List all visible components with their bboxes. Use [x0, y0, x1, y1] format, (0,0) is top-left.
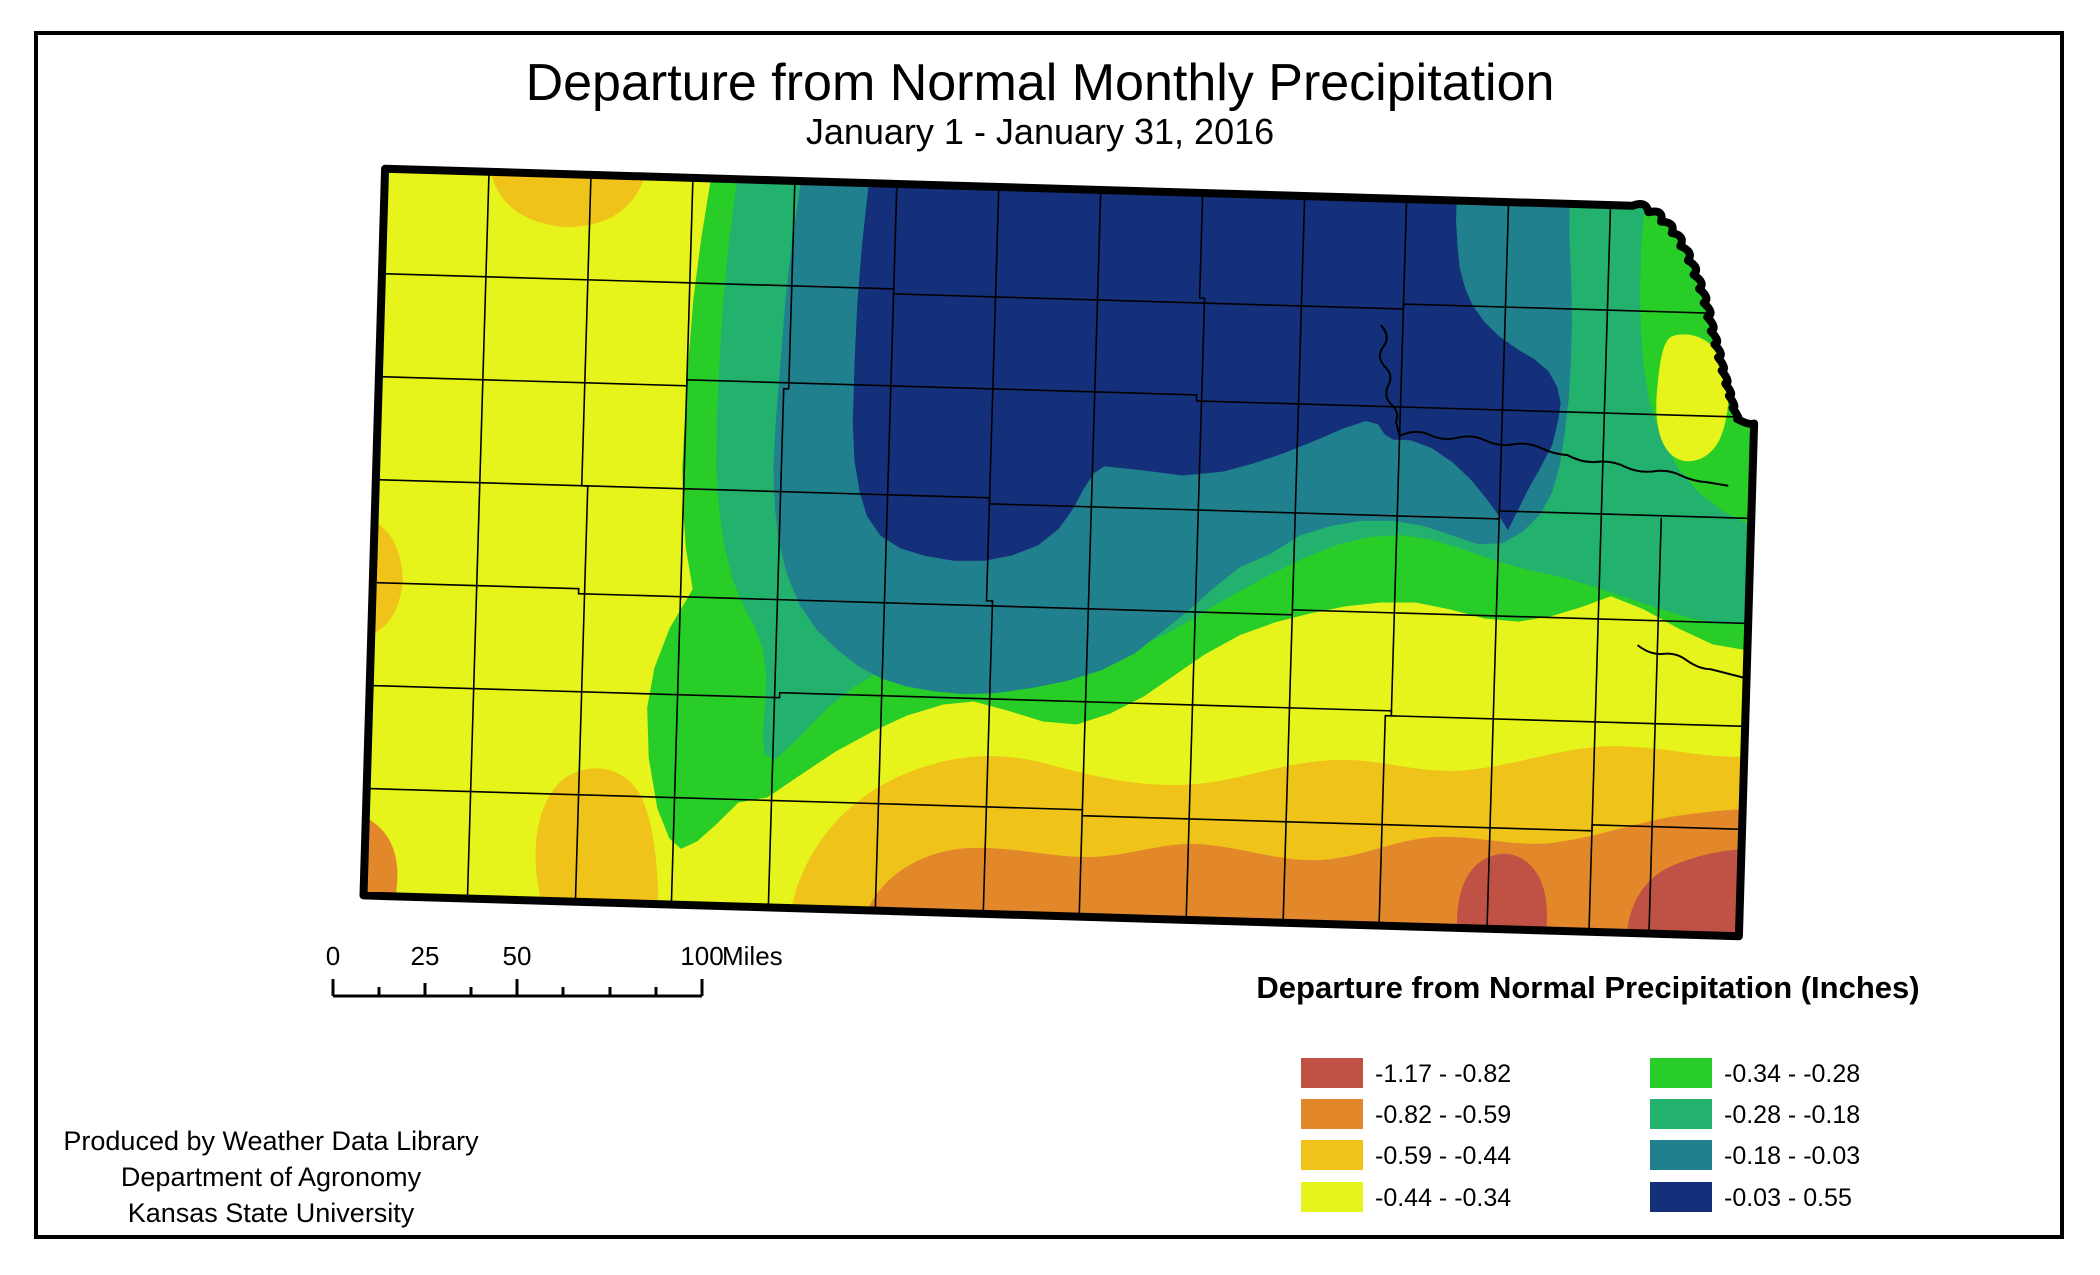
- page-title: Departure from Normal Monthly Precipitat…: [526, 54, 1555, 112]
- zone-red-southeast-corner: [1626, 849, 1742, 937]
- credits-line-3: Kansas State University: [128, 1198, 415, 1228]
- legend-label-7: -0.03 - 0.55: [1724, 1184, 1852, 1212]
- scale-label-0: 0: [326, 941, 340, 971]
- precip-zones: [363, 168, 1761, 937]
- scale-label-50: 50: [503, 941, 532, 971]
- legend-swatch-3: [1301, 1182, 1363, 1212]
- credits-line-1: Produced by Weather Data Library: [63, 1126, 479, 1156]
- zone-gold-west-edge: [371, 521, 403, 635]
- legend-title: Departure from Normal Precipitation (Inc…: [1256, 970, 1919, 1005]
- legend: Departure from Normal Precipitation (Inc…: [1256, 970, 1920, 1212]
- zone-navy-core: [852, 183, 1561, 561]
- state-border: [359, 164, 1759, 941]
- legend-swatch-4: [1650, 1058, 1712, 1088]
- legend-label-2: -0.59 - -0.44: [1375, 1142, 1511, 1170]
- zone-red-south-patch: [1457, 853, 1548, 931]
- scale-bar: 0 25 50 100 Miles: [326, 941, 783, 998]
- figure-frame: [34, 31, 2064, 1239]
- page-subtitle: January 1 - January 31, 2016: [806, 111, 1274, 152]
- zone-gold-southwest: [535, 768, 659, 905]
- legend-label-4: -0.34 - -0.28: [1724, 1060, 1860, 1088]
- legend-label-5: -0.28 - -0.18: [1724, 1101, 1860, 1129]
- legend-swatch-5: [1650, 1099, 1712, 1129]
- zone-yellow-northeast-pocket: [1656, 334, 1729, 462]
- scale-label-100: 100: [680, 941, 723, 971]
- scale-unit-label: Miles: [722, 941, 783, 971]
- river-boundary-kansas-river: [1399, 430, 1729, 487]
- legend-swatch-1: [1301, 1099, 1363, 1129]
- kansas-map: [359, 164, 1761, 941]
- credits: Produced by Weather Data Library Departm…: [63, 1126, 479, 1228]
- zone-orange-southwest-corner: [363, 817, 398, 897]
- legend-swatch-2: [1301, 1140, 1363, 1170]
- legend-label-6: -0.18 - -0.03: [1724, 1142, 1860, 1170]
- legend-swatch-0: [1301, 1058, 1363, 1088]
- zone-gold-northwest: [491, 171, 645, 228]
- scale-label-25: 25: [411, 941, 440, 971]
- legend-label-0: -1.17 - -0.82: [1375, 1060, 1511, 1088]
- river-boundary-southeast: [1636, 644, 1747, 680]
- county-boundaries: [366, 171, 1758, 934]
- legend-label-1: -0.82 - -0.59: [1375, 1101, 1511, 1129]
- legend-label-3: -0.44 - -0.34: [1375, 1184, 1511, 1212]
- legend-swatch-6: [1650, 1140, 1712, 1170]
- legend-swatch-7: [1650, 1182, 1712, 1212]
- credits-line-2: Department of Agronomy: [121, 1162, 422, 1192]
